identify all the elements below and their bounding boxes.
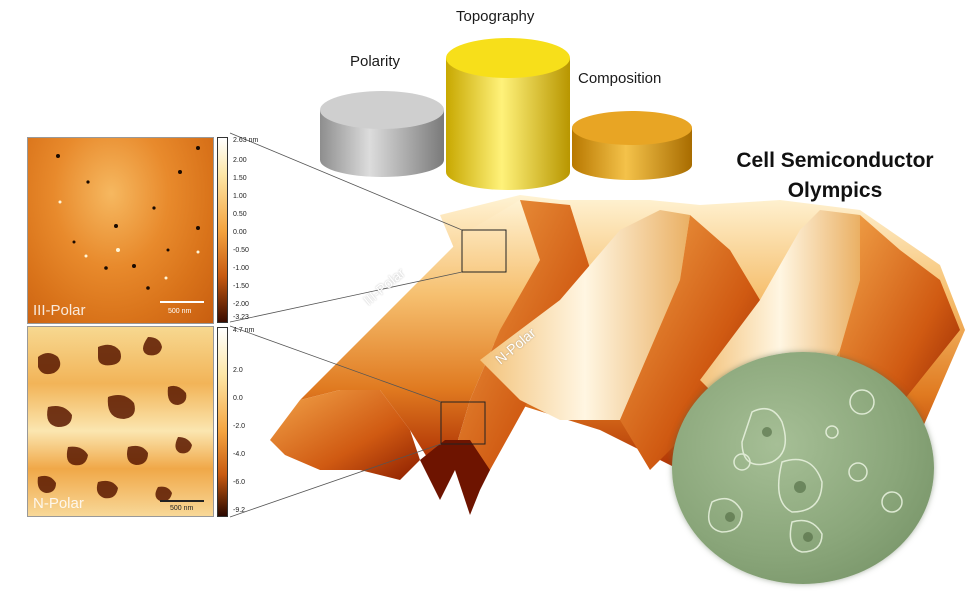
cbar-iii-tick: -2.00 (233, 301, 249, 308)
afm-texture-n (37, 337, 192, 502)
cbar-n-tick: 2.0 (233, 367, 243, 374)
cbar-iii-tick: -3.23 (233, 314, 249, 321)
cell-shapes (707, 389, 903, 553)
cbar-iii-tick: 2.63 nm (233, 137, 259, 144)
title-line-2: Olympics (787, 179, 883, 202)
surface-valley (420, 440, 490, 515)
connector-iii-top (229, 132, 463, 231)
connector-iii-bottom (229, 271, 463, 323)
surface-ridge-2 (480, 210, 690, 420)
cbar-iii-tick: 0.00 (233, 229, 247, 236)
label-polarity: Polarity (350, 53, 401, 70)
cbar-iii-tick: 1.50 (233, 175, 247, 182)
colorbar-n (217, 327, 228, 517)
title-line-1: Cell Semiconductor (736, 149, 934, 172)
scalebar-text-n: 500 nm (170, 505, 194, 512)
panel-label-iii-polar: III-Polar (33, 302, 86, 319)
connector-n-bottom (229, 443, 442, 518)
colorbar-iii (217, 137, 228, 323)
connector-n-top (229, 325, 442, 403)
afm-texture-iii (56, 146, 200, 290)
afm-panel-n-polar: 500 nm N-Polar (27, 326, 214, 517)
cbar-n-tick: 4.7 nm (233, 327, 255, 334)
zoom-box-n (440, 401, 486, 445)
surface-left-tail (270, 390, 420, 480)
zoom-box-iii (461, 229, 507, 273)
cbar-n-tick: -4.0 (233, 451, 246, 458)
cbar-iii-tick: -0.50 (233, 247, 249, 254)
scalebar-n (160, 500, 204, 502)
podium-polarity (320, 91, 444, 177)
cbar-iii-tick: -1.50 (233, 283, 249, 290)
surface-ridge-2-shadow (620, 215, 760, 470)
cbar-iii-tick: 1.00 (233, 193, 247, 200)
cbar-n-tick: -9.2 (233, 507, 246, 514)
cbar-iii-tick: 0.50 (233, 211, 247, 218)
label-topography: Topography (456, 8, 535, 25)
afm-panel-iii-polar: 500 nm III-Polar (27, 137, 214, 324)
figure-title: Cell Semiconductor Olympics (700, 146, 970, 206)
scalebar-text-iii: 500 nm (168, 308, 192, 315)
cbar-iii-tick: -1.00 (233, 265, 249, 272)
cbar-iii-tick: 2.00 (233, 157, 247, 164)
podium-topography (446, 38, 570, 190)
scalebar-iii (160, 301, 204, 303)
cbar-n-tick: -6.0 (233, 479, 246, 486)
podiums (320, 38, 692, 190)
label-composition: Composition (578, 70, 662, 87)
cbar-n-tick: -2.0 (233, 423, 246, 430)
cell-microscopy-image (672, 352, 934, 584)
podium-composition (572, 111, 692, 180)
surface-ridge-1 (300, 200, 560, 470)
panel-label-n-polar: N-Polar (33, 495, 84, 512)
cbar-n-tick: 0.0 (233, 395, 243, 402)
